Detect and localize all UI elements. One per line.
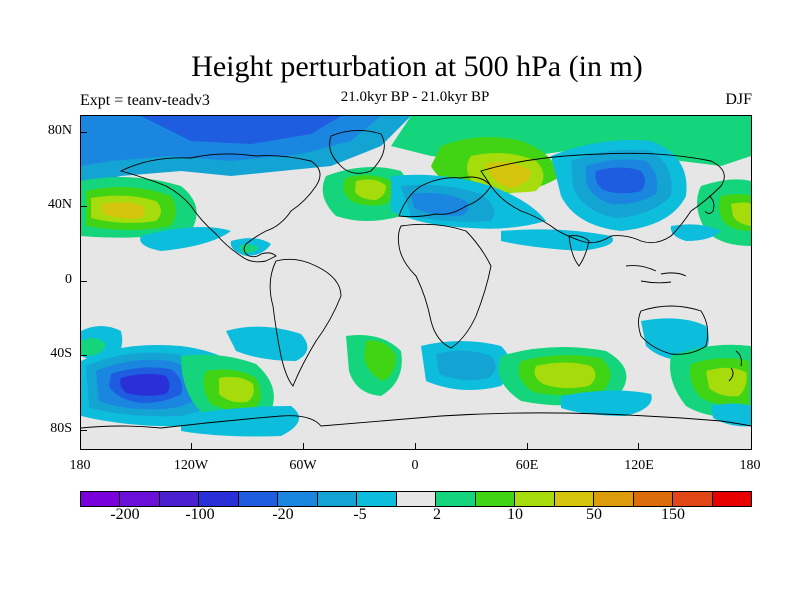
negative-anomaly-region: [226, 326, 308, 361]
negative-anomaly-region: [181, 406, 299, 437]
season-label: DJF: [725, 91, 752, 108]
y-tick: [81, 132, 87, 133]
x-tick: [638, 443, 639, 449]
colorbar-label: 10: [507, 506, 523, 523]
negative-anomaly-region: [140, 227, 231, 251]
positive-anomaly-region: [101, 202, 145, 219]
colorbar-segment: [396, 492, 437, 506]
colorbar-segment: [120, 492, 160, 506]
x-tick: [415, 443, 416, 449]
x-tick: [527, 443, 528, 449]
new-zealand-coast: [728, 350, 742, 382]
colorbar-segment: [159, 492, 200, 506]
positive-anomaly-region: [706, 367, 747, 397]
greenland-coast: [329, 130, 385, 174]
colorbar-segment: [81, 492, 121, 506]
antarctica-coast: [81, 412, 751, 429]
x-tick-label: 120E: [624, 458, 654, 473]
y-tick-label: 80N: [47, 123, 72, 138]
height-anomaly-contours: [81, 116, 751, 437]
y-tick-label: 0: [65, 272, 72, 287]
colorbar-segment: [199, 492, 239, 506]
colorbar-label: 150: [661, 506, 685, 523]
india-coast: [568, 235, 590, 267]
negative-anomaly-region: [595, 167, 645, 194]
africa-coast: [397, 223, 492, 349]
y-tick: [81, 281, 87, 282]
positive-anomaly-region: [355, 179, 386, 200]
y-tick-label: 80S: [50, 421, 72, 436]
map-subtitle: 21.0kyr BP - 21.0kyr BP: [340, 89, 490, 105]
x-tick-label: 180: [69, 458, 91, 473]
negative-anomaly-region: [120, 373, 170, 396]
x-tick-label: 180: [739, 458, 761, 473]
colorbar-segment: [633, 492, 674, 506]
colorbar-segment: [238, 492, 279, 506]
colorbar-segment: [554, 492, 595, 506]
north-america-coast: [119, 153, 321, 263]
colorbar-label: -100: [185, 506, 215, 523]
map-field-svg: [81, 116, 751, 449]
colorbar-label: -20: [272, 506, 294, 523]
colorbar-segment: [475, 492, 516, 506]
x-tick-label: 0: [411, 458, 419, 473]
negative-anomaly-region: [436, 350, 496, 381]
x-tick-label: 60E: [515, 458, 539, 473]
australia-coast: [638, 305, 709, 355]
experiment-label: Expt = teanv-teadv3: [80, 92, 210, 109]
colorbar-label: 50: [586, 506, 602, 523]
positive-anomaly-region: [364, 340, 396, 381]
colorbar-segment: [278, 492, 318, 506]
positive-anomaly-region: [534, 362, 596, 389]
y-tick-label: 40N: [47, 197, 72, 212]
indonesia-coast: [625, 265, 687, 284]
x-tick: [191, 443, 192, 449]
colorbar-segment: [436, 492, 476, 506]
y-tick: [81, 355, 87, 356]
x-tick: [303, 443, 304, 449]
colorbar: [80, 491, 752, 507]
y-tick-label: 40S: [50, 346, 72, 361]
negative-anomaly-region: [670, 224, 721, 241]
positive-anomaly-region: [731, 202, 751, 226]
y-tick: [81, 206, 87, 207]
colorbar-segment: [357, 492, 397, 506]
x-tick-label: 120W: [173, 458, 209, 473]
y-tick: [81, 430, 87, 431]
asia-coast: [480, 152, 725, 244]
coastlines: [81, 130, 751, 429]
south-america-coast: [269, 258, 342, 387]
colorbar-label: 2: [433, 506, 441, 523]
colorbar-segment: [712, 492, 751, 506]
positive-anomaly-region: [81, 338, 106, 356]
negative-anomaly-region: [411, 192, 469, 216]
colorbar-label: -200: [110, 506, 140, 523]
colorbar-segment: [515, 492, 555, 506]
japan-coast: [704, 195, 715, 214]
colorbar-segment: [673, 492, 713, 506]
positive-anomaly-region: [219, 376, 254, 403]
positive-anomaly-region: [486, 162, 531, 188]
colorbar-segment: [594, 492, 634, 506]
x-tick-label: 60W: [289, 458, 317, 473]
negative-anomaly-region: [561, 390, 652, 416]
map-title: Height perturbation at 500 hPa (in m): [191, 50, 643, 83]
colorbar-segment: [317, 492, 358, 506]
negative-anomaly-region: [141, 116, 341, 144]
colorbar-label: -5: [353, 506, 367, 523]
negative-anomaly-region: [501, 229, 613, 251]
map-panel: [80, 115, 752, 450]
